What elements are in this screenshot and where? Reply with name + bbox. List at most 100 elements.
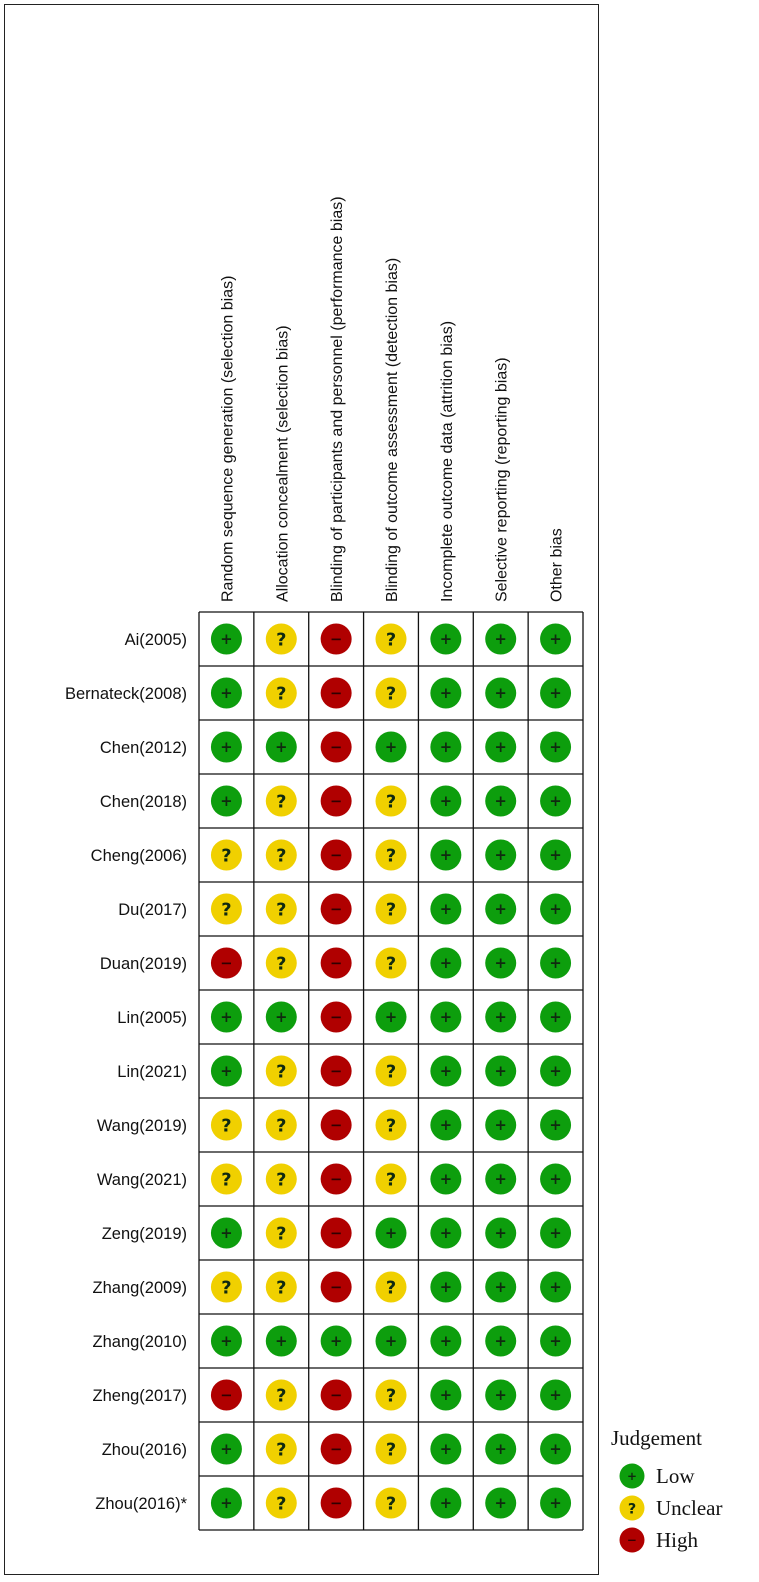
- cell-unclear-circle: [265, 893, 297, 925]
- cell-low-circle: [485, 1325, 517, 1357]
- cell-unclear-symbol: ?: [276, 1062, 286, 1083]
- cell-unclear-symbol: ?: [276, 684, 286, 705]
- cell-high-circle: [320, 785, 352, 817]
- cell-unclear-circle: [375, 677, 407, 709]
- cell-unclear-symbol: ?: [276, 1278, 286, 1299]
- cell-low-circle: [540, 623, 572, 655]
- cell-high: −: [210, 1379, 242, 1411]
- cell-low: +: [430, 947, 462, 979]
- cell-unclear: ?: [265, 947, 297, 979]
- cell-low-symbol: +: [440, 1333, 452, 1350]
- cell-low-circle: [430, 785, 462, 817]
- cell-low: +: [430, 839, 462, 871]
- cell-low-circle: [485, 1001, 517, 1033]
- cell-low: +: [210, 1433, 242, 1465]
- cell-low-symbol: +: [385, 1009, 397, 1026]
- cell-low: +: [485, 1433, 517, 1465]
- cell-low-symbol: +: [549, 1117, 561, 1134]
- cell-unclear-symbol: ?: [386, 1116, 396, 1137]
- cell-unclear: ?: [265, 1055, 297, 1087]
- cell-low: +: [430, 1487, 462, 1519]
- study-label: Ai(2005): [125, 631, 187, 649]
- cell-low-circle: [210, 1487, 242, 1519]
- cell-low: +: [375, 1001, 407, 1033]
- cell-low-circle: [485, 785, 517, 817]
- column-label-selective-reporting-reporting: Selective reporting (reporting bias): [494, 357, 511, 602]
- cell-unclear-symbol: ?: [276, 1386, 286, 1407]
- cell-low-circle: [540, 893, 572, 925]
- cell-low: +: [485, 893, 517, 925]
- cell-low: +: [540, 1217, 572, 1249]
- cell-unclear-symbol: ?: [221, 1278, 231, 1299]
- cell-high: −: [320, 677, 352, 709]
- cell-low-symbol: +: [495, 1171, 507, 1188]
- cell-high: −: [320, 1217, 352, 1249]
- cell-low-circle: [485, 1217, 517, 1249]
- study-label: Zheng(2017): [93, 1387, 187, 1405]
- cell-unclear-circle: [265, 1433, 297, 1465]
- cell-unclear: ?: [375, 947, 407, 979]
- cell-unclear: ?: [265, 1487, 297, 1519]
- cell-low-circle: [375, 1001, 407, 1033]
- cell-unclear-symbol: ?: [386, 1062, 396, 1083]
- cell-low: +: [430, 1271, 462, 1303]
- cell-low: +: [485, 731, 517, 763]
- cell-unclear-circle: [375, 947, 407, 979]
- cell-low: +: [430, 731, 462, 763]
- cell-low: +: [485, 839, 517, 871]
- cell-high-symbol: −: [330, 847, 342, 864]
- cell-high-symbol: −: [330, 793, 342, 810]
- cell-unclear-symbol: ?: [221, 846, 231, 867]
- cell-unclear: ?: [375, 623, 407, 655]
- cell-low: +: [430, 1055, 462, 1087]
- cell-low-circle: [430, 677, 462, 709]
- cell-unclear: ?: [210, 1271, 242, 1303]
- cell-low-symbol: +: [275, 1333, 287, 1350]
- cell-low: +: [540, 1163, 572, 1195]
- cell-unclear-circle: [210, 1163, 242, 1195]
- cell-high-circle: [320, 1109, 352, 1141]
- cell-low-symbol: +: [220, 1009, 232, 1026]
- cell-low-symbol: +: [275, 739, 287, 756]
- legend-label-high: High: [656, 1528, 699, 1552]
- cell-low: +: [375, 1325, 407, 1357]
- legend-marker-low-circle: [619, 1463, 645, 1489]
- cell-unclear-symbol: ?: [276, 1170, 286, 1191]
- cell-low-symbol: +: [495, 1117, 507, 1134]
- cell-low: +: [320, 1325, 352, 1357]
- cell-unclear: ?: [375, 785, 407, 817]
- cell-unclear-symbol: ?: [386, 1278, 396, 1299]
- cell-unclear: ?: [265, 1163, 297, 1195]
- cell-low-circle: [430, 1487, 462, 1519]
- cell-low-symbol: +: [549, 685, 561, 702]
- cell-low-circle: [430, 1379, 462, 1411]
- study-label: Zhang(2010): [93, 1333, 187, 1351]
- cell-low-circle: [540, 947, 572, 979]
- cell-low-symbol: +: [440, 1495, 452, 1512]
- cell-unclear-circle: [375, 1163, 407, 1195]
- cell-high: −: [320, 893, 352, 925]
- study-label: Zhang(2009): [93, 1279, 187, 1297]
- study-labels: Ai(2005) Bernateck(2008) Chen(2012) Chen(20…: [65, 631, 188, 1513]
- cell-low-symbol: +: [495, 631, 507, 648]
- cell-low-symbol: +: [549, 1063, 561, 1080]
- legend-marker-high-symbol: −: [627, 1533, 637, 1547]
- cell-low-symbol: +: [549, 847, 561, 864]
- cell-low-symbol: +: [220, 1225, 232, 1242]
- cell-low-symbol: +: [549, 1441, 561, 1458]
- cell-high-circle: [320, 1433, 352, 1465]
- cell-unclear-circle: [265, 1217, 297, 1249]
- cell-high-symbol: −: [330, 1441, 342, 1458]
- cell-unclear: ?: [375, 1433, 407, 1465]
- cell-high-circle: [320, 1379, 352, 1411]
- legend-marker-high: −: [619, 1527, 645, 1553]
- cell-unclear-symbol: ?: [221, 1170, 231, 1191]
- cell-unclear: ?: [375, 1379, 407, 1411]
- cell-low: +: [210, 1001, 242, 1033]
- cell-low-symbol: +: [549, 955, 561, 972]
- cell-unclear: ?: [375, 1109, 407, 1141]
- cell-high: −: [320, 1433, 352, 1465]
- study-label: Chen(2018): [100, 793, 187, 811]
- cell-low-symbol: +: [440, 631, 452, 648]
- cell-unclear: ?: [375, 1055, 407, 1087]
